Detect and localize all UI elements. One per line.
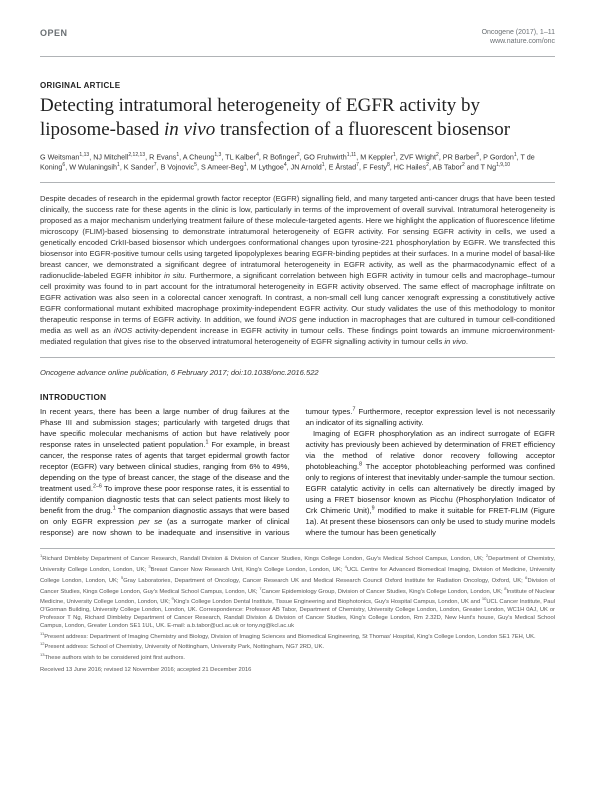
abstract-box: Despite decades of research in the epide…: [40, 182, 555, 358]
article-title: Detecting intratumoral heterogeneity of …: [40, 94, 555, 142]
intro-paragraph: In recent years, there has been a large …: [40, 406, 555, 538]
citation-line: Oncogene advance online publication, 6 F…: [40, 368, 555, 377]
journal-header: Oncogene (2017), 1–11 www.nature.com/onc: [482, 28, 555, 46]
article-kicker: ORIGINAL ARTICLE: [40, 81, 555, 90]
abstract-text: Despite decades of research in the epide…: [40, 193, 555, 347]
open-access-tag: OPEN: [40, 28, 68, 38]
journal-ref: Oncogene (2017), 1–11: [482, 28, 555, 37]
journal-url: www.nature.com/onc: [482, 37, 555, 46]
body-columns: In recent years, there has been a large …: [40, 406, 555, 538]
affiliations: 1Richard Dimbleby Department of Cancer R…: [40, 553, 555, 662]
section-heading-introduction: INTRODUCTION: [40, 393, 555, 402]
affiliations-rule: [40, 548, 555, 549]
manuscript-dates: Received 13 June 2016; revised 12 Novemb…: [40, 667, 555, 673]
page: OPEN Oncogene (2017), 1–11 www.nature.co…: [0, 0, 595, 791]
top-rule: [40, 56, 555, 57]
author-list: G Weitsman1,13, NJ Mitchell2,12,13, R Ev…: [40, 152, 555, 173]
